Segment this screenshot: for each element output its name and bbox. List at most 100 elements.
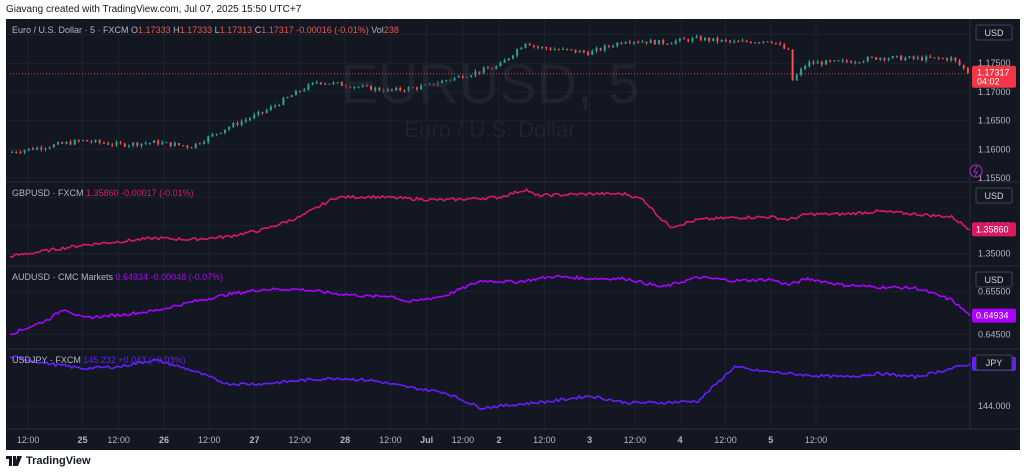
legend-part: 1.17333 — [138, 25, 173, 35]
currency-button[interactable] — [975, 24, 1013, 41]
candle-body — [236, 123, 239, 125]
watermark-symbol: EURUSD, 5 — [341, 52, 640, 115]
series-value-badge — [972, 308, 1016, 323]
candle-body — [57, 142, 59, 145]
candle-body — [637, 41, 640, 43]
candle-body — [428, 83, 431, 85]
price-tick-label: 1.16500 — [978, 116, 1011, 126]
candle-body — [908, 56, 911, 58]
chart-area[interactable]: 1.180001.175001.170001.165001.160001.155… — [6, 19, 1020, 450]
time-tick-label: 25 — [77, 435, 87, 445]
candle-body — [253, 114, 256, 119]
candle-body — [190, 147, 193, 149]
series-line-2 — [10, 274, 971, 336]
price-tick-label: 144.000 — [978, 401, 1011, 411]
candle-body — [349, 86, 352, 88]
candle-body — [457, 75, 460, 78]
candle-body — [449, 79, 452, 81]
lightning-icon[interactable] — [969, 164, 983, 178]
time-tick-label: 12:00 — [198, 435, 221, 445]
candle-body — [470, 75, 473, 77]
candle-body — [399, 87, 402, 91]
candle-body — [386, 89, 389, 92]
candle-body — [754, 42, 757, 44]
candle-body — [161, 142, 164, 145]
candle-body — [486, 67, 489, 69]
candle-body — [257, 111, 260, 115]
candle-body — [900, 55, 903, 61]
candle-body — [845, 60, 848, 62]
watermark-description: Euro / U.S. Dollar — [404, 117, 575, 142]
candle-body — [73, 140, 76, 145]
lightning-bolt — [973, 165, 978, 177]
candle-body — [729, 40, 731, 42]
currency-button[interactable] — [975, 271, 1013, 288]
price-tick-label: 0.65500 — [978, 286, 1011, 296]
legend-part: H — [173, 25, 180, 35]
candle-body — [44, 148, 47, 150]
chart-svg[interactable]: 1.180001.175001.170001.165001.160001.155… — [6, 19, 1020, 450]
currency-button[interactable] — [975, 354, 1013, 371]
candle-body — [733, 41, 736, 43]
candle-body — [854, 62, 857, 64]
candle-body — [528, 43, 531, 46]
candle-body — [833, 60, 836, 62]
candle-body — [653, 40, 656, 45]
candle-body — [645, 41, 648, 44]
candle-body — [424, 84, 427, 86]
candle-body — [954, 57, 957, 61]
candle-body — [290, 95, 293, 98]
time-tick-label: 12:00 — [624, 435, 647, 445]
candle-body — [879, 57, 882, 60]
candle-body — [178, 143, 181, 146]
currency-button[interactable] — [975, 187, 1013, 204]
candle-body — [850, 61, 853, 63]
candle-body — [466, 76, 469, 78]
candle-body — [390, 89, 393, 91]
candle-body — [31, 148, 34, 150]
candle-body — [165, 142, 168, 144]
candle-body — [123, 143, 126, 147]
candle-body — [941, 58, 944, 60]
candle-body — [332, 82, 335, 84]
candle-body — [520, 47, 523, 50]
candle-body — [516, 49, 519, 56]
candle-body — [491, 68, 494, 70]
candle-body — [658, 40, 661, 45]
time-tick-label: 12:00 — [17, 435, 40, 445]
candle-body — [173, 143, 176, 147]
currency-label: USD — [984, 275, 1004, 285]
candle-body — [370, 85, 373, 91]
candle-body — [507, 58, 510, 61]
candle-body — [716, 38, 719, 42]
candle-body — [98, 140, 101, 143]
candle-body — [545, 47, 548, 49]
series-line-1 — [9, 187, 970, 259]
candle-body — [511, 55, 514, 59]
legend-part: 0.64934 — [116, 272, 151, 282]
candle-body — [169, 142, 172, 147]
pane-legend: GBPUSD · FXCM 1.35860 -0.00017 (-0.01%) — [12, 188, 194, 198]
candle-body — [77, 140, 80, 142]
candle-body — [211, 134, 214, 137]
candle-body — [804, 66, 807, 70]
legend-part: Euro / U.S. Dollar · 5 · FXCM — [12, 25, 131, 35]
candle-body — [269, 106, 272, 110]
legend-part: 1.17333 — [180, 25, 215, 35]
candle-body — [478, 71, 481, 73]
candle-body — [382, 90, 385, 92]
candle-body — [866, 57, 869, 62]
candle-body — [324, 83, 327, 85]
candle-body — [228, 127, 231, 130]
candle-body — [219, 132, 222, 134]
candle-body — [904, 57, 907, 61]
candle-body — [415, 87, 418, 90]
time-tick-label: 12:00 — [107, 435, 130, 445]
candle-body — [82, 140, 85, 142]
candle-body — [148, 142, 151, 144]
legend-part: +0.043 (+0.03%) — [118, 355, 185, 365]
candle-body — [883, 57, 886, 60]
pane-legend: Euro / U.S. Dollar · 5 · FXCM O1.17333 H… — [12, 25, 399, 35]
candle-body — [65, 141, 68, 144]
bar-countdown: 04:02 — [977, 77, 1000, 87]
